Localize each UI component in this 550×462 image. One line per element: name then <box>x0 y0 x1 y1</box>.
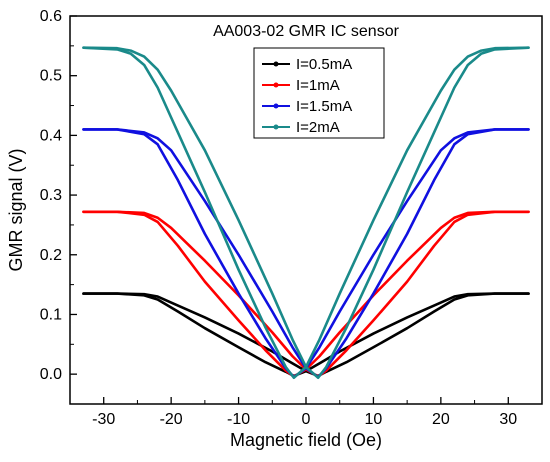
tick-layer: -30 -20 -10 0 10 20 30 0.0 0.1 0.2 0.3 0.4 0.5 0.6 <box>40 8 543 428</box>
legend-label-i-2ma: I=2mA <box>296 119 340 136</box>
y-axis-title: GMR signal (V) <box>6 148 26 271</box>
x-tick-label-1: -20 <box>160 411 183 428</box>
chart-title: AA003-02 GMR IC sensor <box>213 23 400 40</box>
legend: I=0.5mA I=1mA I=1.5mA I=2mA <box>253 47 385 139</box>
series-line-i-1-5ma-sweep-up <box>82 128 530 379</box>
series-line-i-1-5ma-sweep-down <box>82 128 530 379</box>
y-tick-label-5: 0.5 <box>40 68 62 85</box>
x-tick-label-4: 10 <box>365 411 383 428</box>
series-line-i-2ma-sweep-down <box>82 46 530 380</box>
y-tick-label-1: 0.1 <box>40 306 62 323</box>
legend-label-i-0-5ma: I=0.5mA <box>296 56 352 73</box>
x-axis-title: Magnetic field (Oe) <box>230 430 382 450</box>
series-line-i-0-5ma-sweep-down <box>82 292 530 378</box>
series-line-i-0-5ma-sweep-up <box>82 292 530 378</box>
legend-label-i-1ma: I=1mA <box>296 77 340 94</box>
x-tick-label-3: 0 <box>302 411 311 428</box>
series-line-i-2ma-sweep-up <box>82 46 530 380</box>
legend-marker-i-0-5ma <box>273 61 279 67</box>
x-tick-label-5: 20 <box>432 411 450 428</box>
legend-marker-i-1ma <box>273 82 279 88</box>
legend-label-i-1-5ma: I=1.5mA <box>296 98 352 115</box>
y-tick-label-0: 0.0 <box>40 366 62 383</box>
y-tick-label-4: 0.4 <box>40 127 62 144</box>
y-tick-label-3: 0.3 <box>40 187 62 204</box>
x-tick-label-6: 30 <box>499 411 517 428</box>
x-tick-label-2: -10 <box>227 411 250 428</box>
y-tick-label-6: 0.6 <box>40 8 62 25</box>
x-tick-label-0: -30 <box>92 411 115 428</box>
legend-marker-i-1-5ma <box>273 103 279 109</box>
y-tick-label-2: 0.2 <box>40 247 62 264</box>
series-layer <box>82 46 530 380</box>
legend-marker-i-2ma <box>273 124 279 130</box>
